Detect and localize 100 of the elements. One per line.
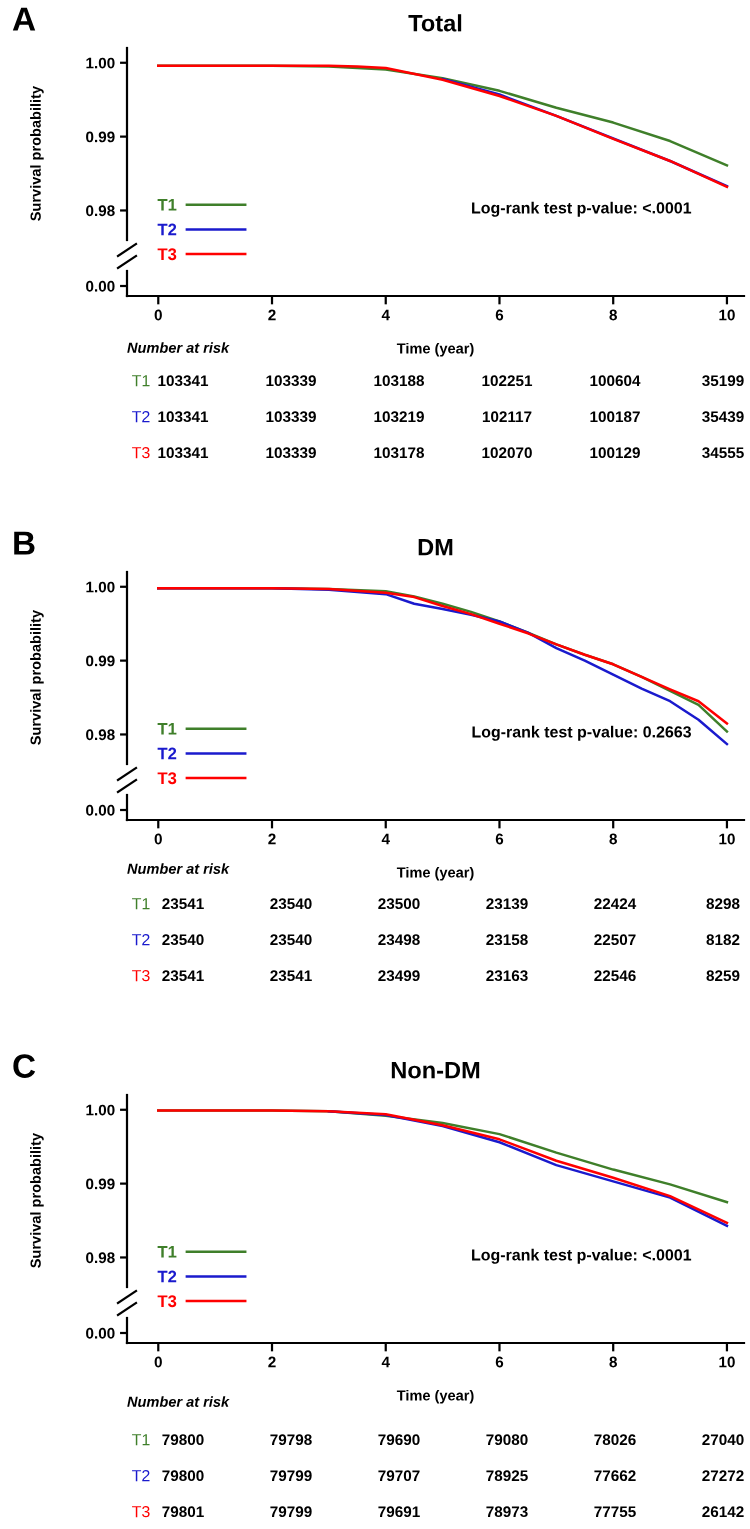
text: 103341 bbox=[158, 411, 209, 423]
text: 23541 bbox=[162, 970, 204, 982]
y-tick-label: 0.98 bbox=[86, 1252, 115, 1264]
y-tick-label: 1.00 bbox=[86, 57, 115, 69]
x-tick-label: 10 bbox=[719, 1356, 735, 1368]
text: A bbox=[12, 7, 36, 31]
text: T3 bbox=[132, 969, 150, 982]
y-tick-label: 0.99 bbox=[86, 131, 115, 143]
text: 22507 bbox=[594, 934, 636, 946]
text: B bbox=[14, 531, 35, 555]
text: 23139 bbox=[486, 898, 528, 910]
text: 79798 bbox=[270, 1434, 312, 1446]
x-tick-label: 8 bbox=[609, 833, 617, 845]
text: 0.00 bbox=[86, 280, 115, 292]
text: 103339 bbox=[266, 411, 316, 423]
y-tick-label: 1.00 bbox=[86, 581, 115, 593]
x-tick-label: 6 bbox=[495, 1356, 504, 1368]
text: 100187 bbox=[590, 411, 640, 423]
text: 100604 bbox=[590, 375, 641, 387]
text: 103219 bbox=[374, 411, 424, 423]
y-tick-label: 0.98 bbox=[86, 729, 115, 741]
text: 100129 bbox=[590, 447, 640, 459]
chart-title: Total bbox=[408, 14, 462, 32]
legend-label: T1 bbox=[157, 1246, 177, 1258]
text: 103339 bbox=[266, 375, 316, 387]
text: 77662 bbox=[594, 1470, 636, 1482]
text: 78973 bbox=[486, 1506, 528, 1518]
text: T3 bbox=[132, 446, 150, 459]
legend-label: T2 bbox=[157, 1270, 177, 1283]
x-tick-label: 2 bbox=[268, 309, 276, 321]
x-tick-label: 0 bbox=[154, 1356, 162, 1368]
chart-title: Non-DM bbox=[391, 1062, 480, 1079]
text: T2 bbox=[132, 933, 150, 946]
text: 23540 bbox=[270, 934, 312, 946]
text: 78925 bbox=[486, 1470, 528, 1482]
text: 102070 bbox=[482, 447, 532, 459]
text: T1 bbox=[132, 1434, 150, 1446]
text: 103188 bbox=[374, 375, 425, 387]
text: 26142 bbox=[702, 1506, 744, 1518]
annotation: Log-rank test p-value: <.0001 bbox=[472, 1248, 692, 1264]
x-tick-label: 6 bbox=[495, 309, 504, 321]
text: 79799 bbox=[270, 1506, 312, 1518]
text: 77755 bbox=[594, 1506, 636, 1518]
x-axis-title: Time (year) bbox=[396, 342, 474, 357]
x-tick-label: 8 bbox=[609, 1356, 617, 1368]
text: Number at risk bbox=[127, 863, 230, 874]
x-tick-label: 10 bbox=[719, 309, 735, 321]
text: 23541 bbox=[162, 898, 204, 910]
x-tick-label: 2 bbox=[268, 833, 276, 845]
y-axis-title: Survival probability bbox=[30, 1133, 44, 1268]
text: 79707 bbox=[378, 1470, 420, 1482]
text: T2 bbox=[132, 410, 150, 423]
text: 102251 bbox=[482, 375, 533, 387]
x-tick-label: 0 bbox=[154, 309, 162, 321]
chart-title: DM bbox=[418, 539, 453, 556]
annotation: Log-rank test p-value: 0.2663 bbox=[472, 725, 691, 741]
text: 22424 bbox=[594, 898, 637, 909]
text: 22546 bbox=[594, 970, 636, 982]
text: 8182 bbox=[706, 934, 740, 946]
text: 103341 bbox=[158, 447, 209, 459]
x-tick-label: 2 bbox=[268, 1356, 276, 1368]
text: 23540 bbox=[270, 898, 312, 910]
text: T3 bbox=[132, 1505, 150, 1518]
legend-label: T2 bbox=[157, 223, 177, 236]
text: 79080 bbox=[486, 1434, 528, 1446]
legend-label: T2 bbox=[157, 747, 177, 760]
legend-label: T1 bbox=[157, 199, 177, 211]
x-tick-label: 10 bbox=[719, 833, 735, 845]
text: Number at risk bbox=[127, 1396, 230, 1407]
y-tick-label: 0.98 bbox=[86, 205, 115, 217]
text: 23541 bbox=[270, 970, 312, 982]
text: 103339 bbox=[266, 447, 316, 459]
text: 34555 bbox=[702, 447, 744, 459]
text: 103178 bbox=[374, 447, 425, 459]
y-tick-label: 0.99 bbox=[86, 655, 115, 667]
x-tick-label: 6 bbox=[495, 833, 504, 845]
legend-label: T3 bbox=[157, 248, 177, 261]
x-tick-label: 4 bbox=[381, 833, 390, 845]
x-axis-title: Time (year) bbox=[396, 1389, 474, 1404]
text: 35439 bbox=[702, 411, 744, 423]
text: 103341 bbox=[158, 375, 209, 387]
text: C bbox=[13, 1054, 36, 1078]
legend-label: T3 bbox=[157, 1295, 177, 1308]
x-axis-title: Time (year) bbox=[396, 866, 474, 881]
annotation: Log-rank test p-value: <.0001 bbox=[472, 201, 692, 217]
text: 23498 bbox=[378, 934, 420, 946]
y-axis-title: Survival probability bbox=[30, 86, 44, 221]
text: 23500 bbox=[378, 898, 420, 910]
text: 27040 bbox=[702, 1434, 744, 1446]
text: 23163 bbox=[486, 970, 528, 982]
text: 23540 bbox=[162, 934, 204, 946]
y-axis-title: Survival probability bbox=[30, 610, 44, 745]
text: 0.00 bbox=[86, 1327, 115, 1339]
text: 78026 bbox=[594, 1434, 636, 1446]
x-tick-label: 8 bbox=[609, 309, 617, 321]
text: 102117 bbox=[482, 411, 532, 423]
text: 79801 bbox=[162, 1506, 204, 1518]
x-tick-label: 4 bbox=[381, 309, 390, 321]
text: 79690 bbox=[378, 1434, 420, 1446]
text: 23158 bbox=[486, 934, 528, 946]
